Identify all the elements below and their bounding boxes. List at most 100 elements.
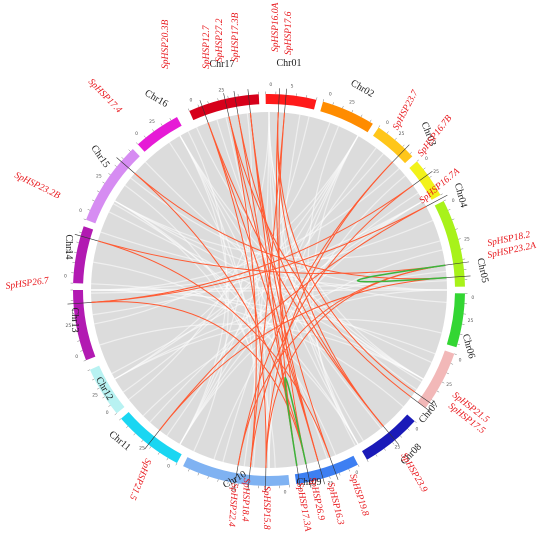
chromosome-tick bbox=[188, 108, 190, 112]
chromosome-tick bbox=[423, 167, 426, 170]
chromosome-tick bbox=[369, 119, 372, 123]
chromosome-label-chr06: Chr06 bbox=[460, 333, 477, 360]
background-synteny-link bbox=[312, 135, 359, 446]
segmental-duplication-link bbox=[228, 116, 412, 398]
chromosome-tick bbox=[342, 105, 344, 109]
tick-label-zero: 0 bbox=[459, 357, 462, 363]
segmental-duplication-link bbox=[277, 112, 384, 427]
tick-label-mid: 5 bbox=[291, 83, 294, 89]
tick-label-zero: 0 bbox=[425, 156, 428, 162]
gene-marker-line bbox=[445, 261, 470, 266]
background-synteny-link bbox=[307, 125, 359, 445]
chromosome-segment-chr01 bbox=[265, 94, 317, 110]
gene-label: SpHSP12.7 bbox=[202, 24, 212, 69]
gene-marker-line bbox=[247, 466, 251, 491]
chromosome-tick bbox=[114, 164, 117, 167]
chromosome-tick bbox=[114, 413, 117, 416]
chromosome-tick bbox=[332, 102, 334, 105]
gene-marker-line bbox=[329, 457, 339, 480]
background-synteny-link bbox=[179, 135, 229, 452]
gene-marker-line bbox=[426, 194, 448, 207]
chromosome-tick bbox=[108, 405, 111, 407]
tick-label-mid: 25 bbox=[66, 323, 72, 329]
background-synteny-link bbox=[93, 261, 359, 445]
tick-label-zero: 0 bbox=[75, 354, 78, 360]
chromosome-tick bbox=[126, 425, 129, 429]
gene-label: SpHSP16.0A bbox=[271, 2, 281, 52]
background-synteny-link bbox=[179, 116, 310, 445]
chromosome-tick bbox=[77, 340, 80, 342]
chromosome-tick bbox=[197, 472, 199, 476]
chromosome-tick bbox=[454, 353, 457, 355]
chromosome-tick bbox=[429, 175, 432, 178]
chromosome-tick bbox=[207, 101, 209, 104]
chromosome-label-chr01: Chr01 bbox=[277, 58, 302, 69]
segmental-duplication-link bbox=[159, 277, 447, 431]
tick-label-zero: 0 bbox=[64, 274, 67, 280]
background-synteny-link bbox=[243, 111, 270, 467]
chromosome-tick bbox=[416, 159, 419, 162]
gene-marker-line bbox=[383, 426, 400, 445]
chromosome-label-chr11: Chr11 bbox=[107, 429, 133, 453]
tick-label-mid: 25 bbox=[149, 119, 155, 125]
chromosome-label-chr16: Chr16 bbox=[143, 88, 170, 110]
gene-marker-line bbox=[446, 275, 471, 278]
chromosome-tick bbox=[443, 199, 446, 202]
gene-label: SpHSP17.4 bbox=[86, 77, 124, 115]
gene-marker-line bbox=[412, 171, 433, 186]
chromosome-tick bbox=[83, 360, 87, 362]
chromosome-tick bbox=[460, 248, 464, 250]
gene-label: SpHSP23.7 bbox=[391, 88, 421, 132]
chromosome-tick bbox=[329, 476, 331, 479]
background-synteny-link bbox=[213, 200, 424, 460]
chromosome-tick bbox=[407, 428, 410, 431]
segmental-duplication-link bbox=[91, 301, 307, 465]
background-synteny-link bbox=[122, 135, 359, 393]
tick-label-mid: 25 bbox=[139, 446, 145, 452]
tick-label-mid: 25 bbox=[464, 237, 470, 243]
segmental-duplication-link bbox=[91, 184, 414, 303]
segmental-duplication-link bbox=[134, 172, 307, 465]
tick-label-zero: 0 bbox=[329, 91, 332, 97]
background-synteny-link bbox=[179, 147, 377, 445]
background-synteny-link bbox=[100, 231, 448, 291]
chromosome-segment-chr17 bbox=[189, 94, 260, 121]
background-synteny-link bbox=[179, 113, 253, 445]
chromosome-tick bbox=[386, 131, 389, 134]
gene-label: SpHSP16.3 bbox=[325, 481, 345, 526]
tandem-duplication-link bbox=[356, 264, 447, 283]
chromosome-tick bbox=[357, 464, 360, 467]
chromosome-tick bbox=[414, 420, 417, 424]
gene-marker-line bbox=[144, 430, 160, 450]
chromosome-tick bbox=[227, 481, 229, 485]
tick-label-mid: 25 bbox=[349, 100, 355, 106]
tick-label-mid: 25 bbox=[231, 487, 237, 493]
chromosome-segment-chr09 bbox=[294, 455, 358, 485]
chromosome-tick bbox=[394, 137, 397, 141]
segmental-duplication-link bbox=[207, 122, 319, 462]
chromosome-tick bbox=[392, 442, 395, 445]
gene-marker-line bbox=[67, 302, 92, 305]
chromosome-segment-chr08 bbox=[362, 414, 415, 460]
tick-label-mid: 25 bbox=[219, 88, 225, 94]
gene-label: SpHSP16.7B bbox=[416, 114, 454, 159]
chromosome-label-chr17: Chr17 bbox=[210, 59, 235, 70]
chromosome-label-chr04: Chr04 bbox=[452, 182, 469, 209]
gene-label: SpHSP22.4 bbox=[226, 483, 239, 527]
tick-label-zero: 0 bbox=[471, 295, 474, 301]
gene-label: SpHSP17.3B bbox=[231, 12, 241, 62]
chromosome-segment-chr05 bbox=[434, 201, 465, 287]
chromosome-tick bbox=[436, 390, 440, 393]
chromosome-tick bbox=[175, 462, 178, 466]
chromosome-tick bbox=[80, 350, 83, 352]
chromosome-tick bbox=[322, 99, 324, 102]
gene-marker-line bbox=[392, 144, 410, 163]
gene-marker-line bbox=[414, 391, 435, 407]
chromosome-tick bbox=[79, 231, 82, 233]
chromosome-tick bbox=[360, 114, 363, 118]
tick-label-mid: 25 bbox=[433, 169, 439, 175]
tick-label-mid: 25 bbox=[92, 393, 98, 399]
background-synteny-link bbox=[168, 142, 270, 469]
chromosome-label-chr15: Chr15 bbox=[88, 143, 111, 170]
chromosome-tick bbox=[108, 173, 111, 175]
